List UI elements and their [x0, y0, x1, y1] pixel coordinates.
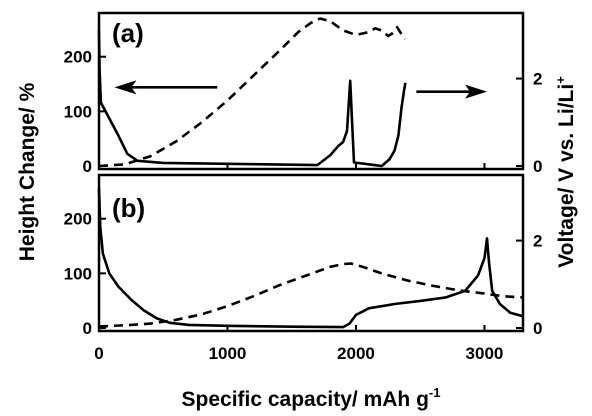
panel-a-label: (a): [112, 18, 144, 48]
x-tick-label: 1000: [209, 344, 247, 363]
panel-a-series: [97, 17, 407, 168]
panel-a-frame: [97, 11, 525, 171]
left-y-axis-title: Height Change/ %: [16, 82, 39, 261]
panel-a-dashed-series-line: [98, 17, 406, 168]
right-y-axis-title-sup: +: [553, 76, 568, 84]
x-axis-title-main: Specific capacity/ mAh g: [182, 388, 429, 411]
panel-b-solid-series-line: [97, 188, 524, 329]
x-axis-title: Specific capacity/ mAh g-1: [182, 385, 441, 411]
left-y-tick-label: 200: [64, 210, 92, 229]
panel-b-dashed-series-line: [98, 262, 524, 328]
arrow-right-head: [465, 84, 488, 99]
right-y-tick-label: 0: [533, 319, 542, 338]
panel-b-ticks: 0 100 200 0 2: [64, 210, 543, 338]
left-y-tick-label: 100: [64, 102, 92, 121]
panel-a: (a) 0 100 200 0 2: [64, 11, 543, 176]
right-y-axis-title-main: Voltage/ V vs. Li/Li: [555, 84, 578, 268]
x-tick-label: 2000: [337, 344, 375, 363]
right-y-tick-label: 0: [533, 157, 542, 176]
left-y-tick-label: 0: [83, 319, 92, 338]
panel-a-ticks: 0 100 200 0 2: [64, 48, 543, 176]
panel-b-series: [97, 188, 524, 329]
x-tick-label: 0: [94, 344, 103, 363]
left-y-tick-label: 0: [83, 157, 92, 176]
panel-a-arrows: [114, 80, 488, 99]
right-y-tick-label: 2: [533, 232, 542, 251]
right-y-axis-title: Voltage/ V vs. Li/Li+: [553, 76, 578, 268]
panel-a-solid-series-line: [97, 30, 407, 168]
panel-b: (b) 0 100 200 0 2: [64, 173, 543, 338]
x-tick-label: 3000: [466, 344, 504, 363]
left-y-tick-label: 200: [64, 48, 92, 67]
panel-b-frame: [97, 173, 525, 333]
panel-b-label: (b): [112, 193, 145, 223]
arrow-left-head: [114, 80, 137, 95]
right-y-tick-label: 2: [533, 70, 542, 89]
left-y-tick-label: 100: [64, 264, 92, 283]
x-axis-ticks: 0 1000 2000 3000: [94, 344, 503, 363]
x-axis-title-sup: -1: [429, 385, 441, 400]
